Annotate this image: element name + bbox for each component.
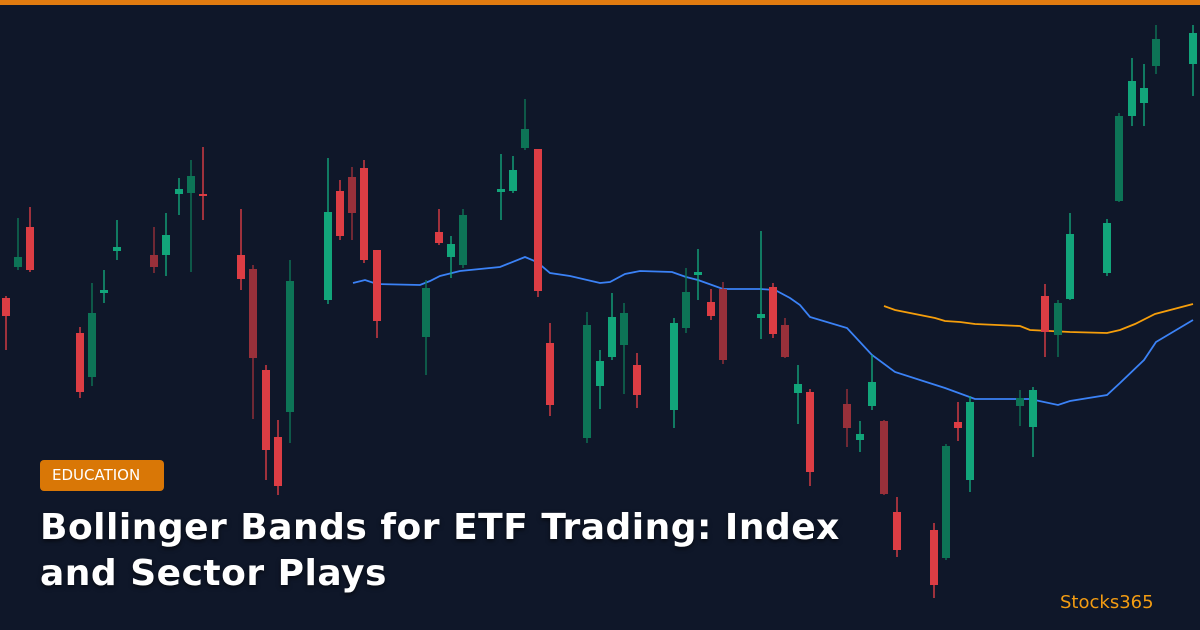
candle-body — [521, 129, 529, 148]
candle-body — [1128, 81, 1136, 116]
candle-body — [1140, 88, 1148, 103]
candle-body — [1054, 303, 1062, 335]
candle-body — [534, 149, 542, 291]
candle-body — [1115, 116, 1123, 201]
candle-body — [942, 446, 950, 558]
candle-body — [113, 247, 121, 251]
candle-body — [187, 176, 195, 193]
candle-body — [509, 170, 517, 191]
candle-body — [497, 189, 505, 192]
candle-body — [150, 255, 158, 267]
candle-body — [794, 384, 802, 393]
headline: Bollinger Bands for ETF Trading: Index a… — [40, 507, 840, 594]
candle-body — [1016, 398, 1024, 406]
candle-body — [856, 434, 864, 440]
category-badge: EDUCATION — [40, 460, 164, 491]
candle-body — [1029, 390, 1037, 427]
candle-body — [1152, 39, 1160, 66]
candle-body — [596, 361, 604, 386]
candle-body — [14, 257, 22, 267]
candle-body — [199, 194, 207, 196]
candle-body — [954, 422, 962, 428]
candle-body — [1103, 223, 1111, 273]
candle-body — [175, 189, 183, 194]
candle-body — [88, 313, 96, 377]
candle-body — [274, 437, 282, 486]
candle-body — [336, 191, 344, 236]
candle-body — [880, 421, 888, 494]
candle-body — [360, 168, 368, 260]
candle-body — [682, 292, 690, 328]
candle-body — [348, 177, 356, 213]
candle-body — [781, 325, 789, 357]
candle-body — [324, 212, 332, 300]
candle-body — [237, 255, 245, 279]
candle-body — [459, 215, 467, 265]
brand: Stocks365 — [1060, 592, 1154, 613]
upper-band — [883, 303, 1194, 334]
candle-body — [546, 343, 554, 405]
candle-body — [707, 302, 715, 316]
candle-body — [286, 281, 294, 412]
candle-body — [1189, 33, 1197, 64]
top-bar — [0, 0, 1200, 5]
candle-body — [843, 404, 851, 428]
candle-body — [435, 232, 443, 243]
candle-body — [162, 235, 170, 255]
candle-body — [608, 317, 616, 357]
candle-body — [422, 288, 430, 337]
candle-body — [966, 402, 974, 480]
candle-body — [1041, 296, 1049, 332]
candle-body — [930, 530, 938, 585]
candle-body — [633, 365, 641, 395]
candle-body — [620, 313, 628, 345]
candle-body — [868, 382, 876, 406]
candle-body — [694, 272, 702, 275]
candle-body — [373, 250, 381, 321]
candles — [2, 25, 1197, 598]
candle-body — [100, 290, 108, 293]
candle-body — [769, 287, 777, 334]
candle-body — [806, 392, 814, 472]
candle-body — [670, 323, 678, 410]
candle-body — [719, 289, 727, 360]
candle-body — [26, 227, 34, 270]
candle-body — [583, 325, 591, 438]
candle-body — [262, 370, 270, 450]
candle-body — [76, 333, 84, 392]
candle-body — [249, 269, 257, 358]
middle-band — [352, 256, 1194, 406]
candle-body — [1066, 234, 1074, 299]
candle-body — [893, 512, 901, 550]
candle-body — [757, 314, 765, 318]
candle-body — [447, 244, 455, 257]
candle-body — [2, 298, 10, 316]
